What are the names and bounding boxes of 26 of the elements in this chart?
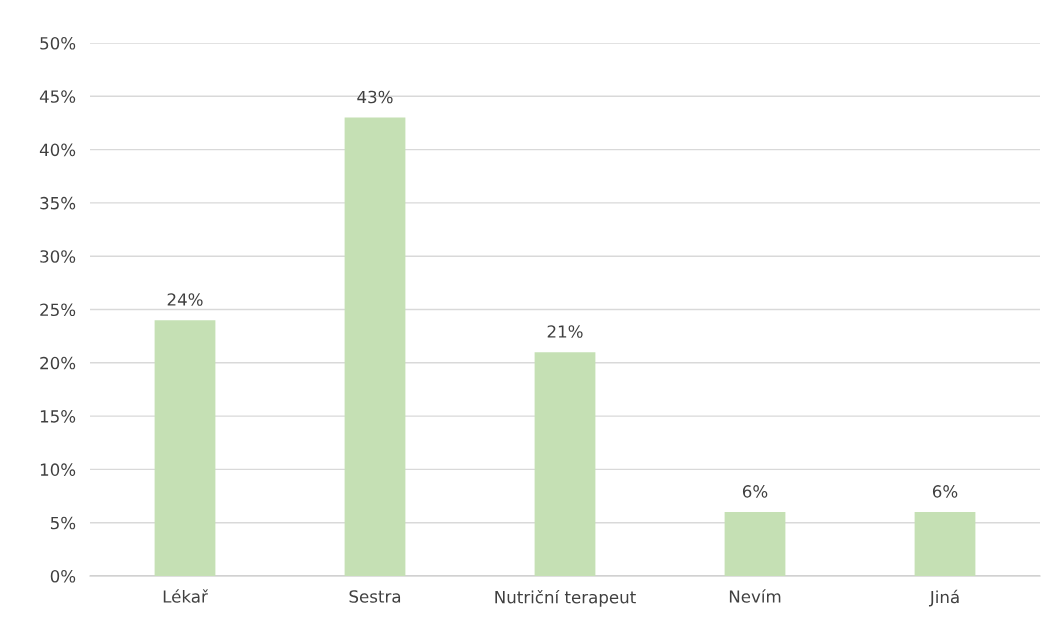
data-label: 6%: [932, 485, 958, 498]
y-tick-label: 25%: [40, 303, 76, 317]
bar: [914, 512, 976, 576]
x-tick-label: Lékař: [163, 589, 208, 603]
x-tick-label: Jiná: [928, 589, 959, 607]
y-tick-label: 5%: [50, 516, 76, 530]
y-tick-label: 0%: [50, 569, 76, 583]
data-label: 6%: [742, 485, 768, 498]
y-tick-label: 10%: [40, 463, 76, 476]
y-tick-label: 45%: [39, 90, 76, 103]
data-label: 43%: [357, 90, 393, 104]
bar: [534, 352, 596, 576]
x-tick-label: Nevím: [729, 589, 781, 603]
y-tick-label: 30%: [40, 250, 76, 263]
y-tick-label: 20%: [40, 356, 76, 370]
y-tick-label: 15%: [40, 410, 76, 423]
x-tick-label: Sestra: [349, 590, 401, 603]
bar: [154, 320, 216, 576]
y-tick-label: 40%: [39, 143, 76, 157]
bar: [724, 512, 786, 576]
data-label: 24%: [167, 293, 203, 306]
bar: [344, 117, 406, 576]
y-tick-label: 50%: [40, 36, 76, 50]
x-tick-label: Nutriční terapeut: [495, 589, 636, 607]
data-label: 21%: [547, 325, 583, 338]
y-tick-label: 35%: [40, 196, 76, 210]
